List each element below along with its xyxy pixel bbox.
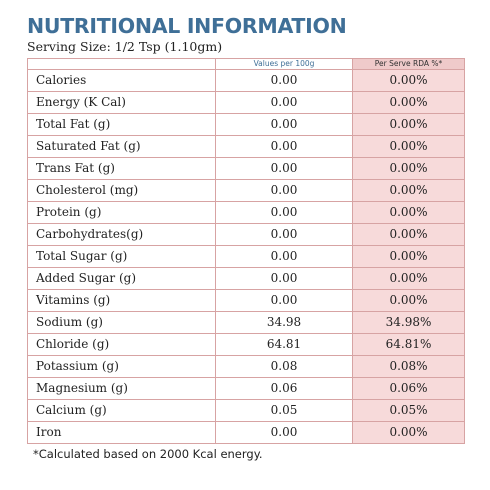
table-row: Trans Fat (g) 0.00 0.00%	[27, 157, 465, 180]
per-100g-value: 0.00	[215, 69, 353, 92]
rda-value: 0.00%	[352, 223, 465, 246]
per-100g-value: 0.08	[215, 355, 353, 378]
nutrient-name: Total Sugar (g)	[27, 245, 216, 268]
nutrient-name: Chloride (g)	[27, 333, 216, 356]
nutrient-name: Vitamins (g)	[27, 289, 216, 312]
nutrient-name: Protein (g)	[27, 201, 216, 224]
per-100g-value: 0.00	[215, 223, 353, 246]
table-row: Total Sugar (g) 0.00 0.00%	[27, 245, 465, 268]
nutrient-name: Iron	[27, 421, 216, 444]
table-row: Calcium (g) 0.05 0.05%	[27, 399, 465, 422]
rda-value: 0.00%	[352, 179, 465, 202]
per-100g-value: 0.00	[215, 289, 353, 312]
table-row: Protein (g) 0.00 0.00%	[27, 201, 465, 224]
rda-value: 0.00%	[352, 91, 465, 114]
nutrient-name: Trans Fat (g)	[27, 157, 216, 180]
per-100g-value: 0.00	[215, 113, 353, 136]
rda-value: 0.00%	[352, 135, 465, 158]
per-100g-value: 0.00	[215, 157, 353, 180]
table-row: Iron 0.00 0.00%	[27, 421, 465, 444]
table-row: Potassium (g) 0.08 0.08%	[27, 355, 465, 378]
table-row: Sodium (g) 34.98 34.98%	[27, 311, 465, 334]
table-row: Cholesterol (mg) 0.00 0.00%	[27, 179, 465, 202]
nutrient-name: Calcium (g)	[27, 399, 216, 422]
per-100g-value: 34.98	[215, 311, 353, 334]
nutrient-name: Energy (K Cal)	[27, 91, 216, 114]
table-row: Added Sugar (g) 0.00 0.00%	[27, 267, 465, 290]
table-row: Saturated Fat (g) 0.00 0.00%	[27, 135, 465, 158]
rda-value: 0.00%	[352, 289, 465, 312]
nutrient-column-header	[27, 58, 216, 70]
nutrient-name: Potassium (g)	[27, 355, 216, 378]
rda-value: 0.08%	[352, 355, 465, 378]
serving-size: Serving Size: 1/2 Tsp (1.10gm)	[27, 39, 223, 54]
table-header-row: Values per 100g Per Serve RDA %*	[27, 58, 465, 70]
table-row: Carbohydrates(g) 0.00 0.00%	[27, 223, 465, 246]
per-100g-value: 0.00	[215, 135, 353, 158]
per-100g-value: 0.05	[215, 399, 353, 422]
nutrient-name: Total Fat (g)	[27, 113, 216, 136]
table-row: Chloride (g) 64.81 64.81%	[27, 333, 465, 356]
table-row: Energy (K Cal) 0.00 0.00%	[27, 91, 465, 114]
rda-value: 64.81%	[352, 333, 465, 356]
rda-value: 0.00%	[352, 113, 465, 136]
nutrition-table: Values per 100g Per Serve RDA %* Calorie…	[27, 58, 465, 444]
rda-value: 0.06%	[352, 377, 465, 400]
per-100g-value: 0.06	[215, 377, 353, 400]
table-row: Vitamins (g) 0.00 0.00%	[27, 289, 465, 312]
nutrient-name: Carbohydrates(g)	[27, 223, 216, 246]
per-100g-column-header: Values per 100g	[215, 58, 353, 70]
per-100g-value: 0.00	[215, 91, 353, 114]
nutrient-name: Cholesterol (mg)	[27, 179, 216, 202]
rda-value: 0.00%	[352, 157, 465, 180]
rda-value: 34.98%	[352, 311, 465, 334]
per-100g-value: 0.00	[215, 201, 353, 224]
per-100g-value: 64.81	[215, 333, 353, 356]
rda-value: 0.00%	[352, 245, 465, 268]
per-100g-value: 0.00	[215, 245, 353, 268]
per-100g-value: 0.00	[215, 267, 353, 290]
panel-title: NUTRITIONAL INFORMATION	[27, 14, 347, 38]
nutrient-name: Calories	[27, 69, 216, 92]
footnote: *Calculated based on 2000 Kcal energy.	[33, 447, 263, 461]
table-row: Magnesium (g) 0.06 0.06%	[27, 377, 465, 400]
rda-value: 0.00%	[352, 267, 465, 290]
nutrient-name: Sodium (g)	[27, 311, 216, 334]
nutrient-name: Saturated Fat (g)	[27, 135, 216, 158]
table-row: Calories 0.00 0.00%	[27, 69, 465, 92]
rda-value: 0.05%	[352, 399, 465, 422]
per-100g-value: 0.00	[215, 179, 353, 202]
nutrient-name: Magnesium (g)	[27, 377, 216, 400]
rda-value: 0.00%	[352, 201, 465, 224]
nutrient-name: Added Sugar (g)	[27, 267, 216, 290]
per-100g-value: 0.00	[215, 421, 353, 444]
table-row: Total Fat (g) 0.00 0.00%	[27, 113, 465, 136]
rda-value: 0.00%	[352, 421, 465, 444]
rda-column-header: Per Serve RDA %*	[352, 58, 465, 70]
rda-value: 0.00%	[352, 69, 465, 92]
